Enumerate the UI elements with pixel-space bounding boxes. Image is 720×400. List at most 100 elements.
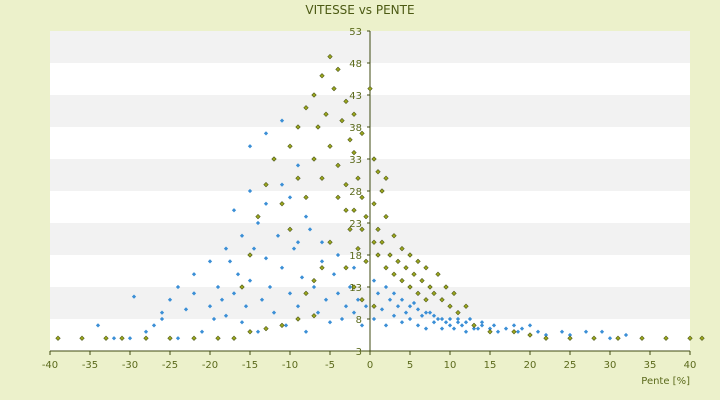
data-point [567, 335, 573, 341]
data-point [271, 310, 277, 315]
data-point [371, 201, 377, 207]
data-point [355, 245, 361, 252]
data-point [159, 316, 165, 322]
data-point [371, 156, 377, 162]
data-point [639, 335, 645, 341]
data-point [191, 335, 197, 341]
data-point [247, 278, 253, 283]
data-point [175, 284, 181, 290]
data-point [415, 307, 421, 312]
data-point [295, 124, 301, 130]
y-tick-label: 18 [349, 251, 362, 262]
data-point [223, 246, 229, 251]
data-point [535, 329, 541, 334]
data-point [479, 320, 485, 325]
y-tick-label: 33 [349, 155, 362, 166]
data-point [447, 303, 453, 309]
x-tick-label: -5 [325, 360, 335, 371]
data-point [255, 329, 261, 334]
data-point [355, 175, 361, 181]
data-point [247, 329, 253, 335]
data-point [227, 259, 233, 264]
data-point [371, 278, 377, 283]
data-point [311, 156, 317, 162]
data-point [347, 226, 353, 233]
data-point [239, 233, 245, 238]
y-tick-label: 38 [349, 123, 362, 134]
data-point [359, 226, 365, 233]
data-points [55, 53, 705, 341]
x-tick-label: 25 [564, 360, 577, 371]
data-point [223, 313, 229, 318]
data-point [559, 329, 565, 334]
data-point [239, 284, 245, 290]
data-point [371, 303, 377, 309]
data-point [287, 195, 293, 200]
data-point [295, 240, 301, 245]
data-point [375, 252, 381, 258]
x-tick-label: 30 [604, 360, 617, 371]
data-point [219, 297, 225, 302]
data-point [527, 323, 533, 328]
y-tick-label: 43 [349, 91, 362, 102]
data-point [327, 143, 333, 149]
data-point [687, 335, 693, 341]
y-tick-label: 28 [349, 187, 362, 198]
data-point [395, 258, 401, 265]
data-point [191, 291, 197, 296]
data-point [427, 310, 433, 315]
y-tick-label: 13 [349, 283, 362, 294]
data-point [263, 181, 269, 188]
data-point [451, 290, 457, 297]
data-point [471, 322, 477, 329]
y-tick-label: 3 [356, 347, 362, 358]
data-point [543, 335, 549, 341]
data-point [183, 307, 189, 312]
data-point [279, 182, 285, 187]
x-tick-label: 0 [367, 360, 373, 371]
data-point [231, 335, 237, 341]
data-point [251, 246, 257, 251]
data-point [335, 162, 341, 169]
data-point [439, 297, 445, 303]
data-point [323, 297, 329, 302]
x-tick-label: -25 [162, 360, 178, 371]
data-point [303, 290, 309, 297]
data-point [247, 144, 253, 149]
data-point [351, 149, 357, 156]
data-point [415, 323, 421, 328]
data-point [351, 284, 357, 290]
data-point [699, 335, 705, 341]
data-point [399, 297, 405, 302]
data-point [327, 320, 333, 325]
data-point [247, 252, 253, 258]
data-point [359, 323, 365, 328]
y-tick-label: 8 [356, 315, 362, 326]
y-tick-label: 53 [349, 27, 362, 38]
data-point [319, 265, 325, 271]
data-point [351, 207, 357, 213]
data-point [403, 310, 409, 315]
x-tick-label: -30 [122, 360, 138, 371]
data-point [327, 53, 333, 60]
data-point [399, 245, 405, 252]
plot-area [50, 31, 690, 352]
data-point [359, 297, 365, 303]
x-axis-label: Pente [%] [641, 376, 690, 387]
data-point [407, 316, 413, 322]
data-point [423, 326, 429, 331]
data-point [371, 239, 377, 245]
x-tick-label: 35 [644, 360, 657, 371]
data-point [511, 323, 517, 328]
data-point [259, 297, 265, 302]
data-point [255, 213, 261, 220]
data-point [527, 332, 533, 338]
data-point [335, 194, 341, 201]
data-point [455, 309, 461, 316]
data-point [207, 259, 213, 264]
data-point [271, 156, 277, 162]
data-point [287, 226, 293, 233]
data-point [335, 291, 341, 296]
